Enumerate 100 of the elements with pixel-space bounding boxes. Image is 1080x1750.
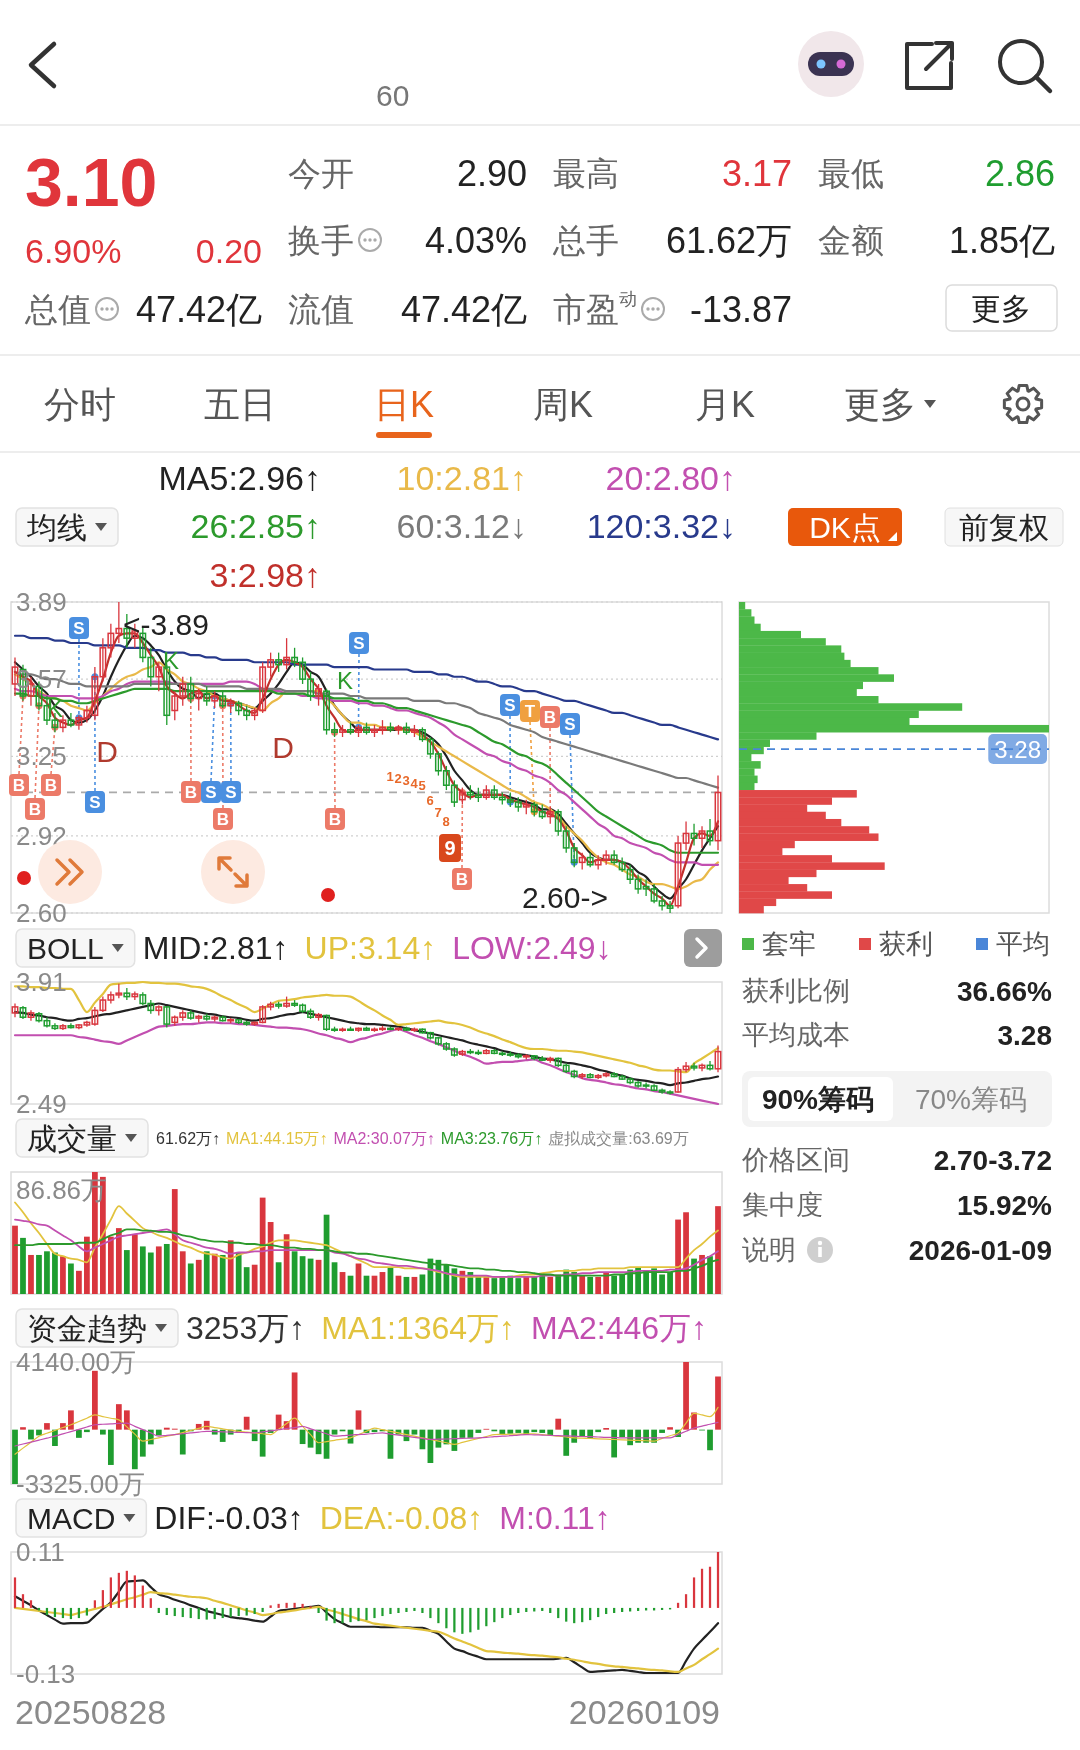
text: 3.17 — [721, 152, 792, 194]
text: 平均成本 — [742, 1020, 850, 1050]
text: 70%筹码 — [914, 1083, 1028, 1115]
annotation: B — [328, 809, 342, 829]
text: 月K — [694, 383, 756, 425]
text: 47.42亿 — [400, 288, 527, 330]
annotation: T — [524, 701, 536, 721]
text: LOW:2.49↓ — [452, 930, 612, 966]
annotation: D — [272, 730, 294, 764]
annotation: K — [336, 666, 354, 694]
annotation: S — [504, 695, 516, 715]
text: 说明 — [742, 1235, 796, 1265]
text: 五日 — [204, 383, 276, 425]
text: 26:2.85↑ — [190, 507, 321, 545]
y-tick-label: 3.89 — [16, 587, 67, 617]
legend-title: BOLL — [27, 931, 104, 965]
text: 20250828 — [15, 1693, 167, 1731]
text: 总值 — [24, 290, 91, 328]
text: 平均 — [996, 929, 1050, 959]
text: 20260109 — [568, 1693, 720, 1731]
annotation: 8 — [442, 813, 450, 829]
y-tick-label: -3325.00万 — [16, 1469, 145, 1499]
text: 虚拟成交量:63.69万 — [548, 1129, 689, 1147]
y-tick-label: 3.25 — [16, 741, 67, 772]
text: 2.70-3.72 — [933, 1144, 1052, 1176]
annotation: 4 — [410, 775, 419, 791]
text: 90%筹码 — [761, 1083, 875, 1115]
text: -13.87 — [689, 288, 792, 330]
text: 47.42亿 — [135, 288, 262, 330]
text: 120:3.32↓ — [586, 507, 736, 545]
text: 换手 — [288, 221, 354, 259]
text: MA5:2.96↑ — [158, 459, 321, 497]
annotation: 5 — [418, 777, 426, 793]
annotation: S — [205, 782, 217, 802]
annotation: S — [89, 792, 101, 812]
text: 价格区间 — [741, 1145, 850, 1175]
text: 市盈$^{动}$ — [553, 289, 637, 328]
annotation: 7 — [434, 804, 442, 820]
annotation: 3 — [402, 772, 410, 788]
text: 6.90% — [25, 232, 122, 270]
text: 1.85亿 — [948, 219, 1055, 261]
annotation: 6 — [426, 792, 434, 808]
text: 15.92% — [957, 1189, 1053, 1221]
annotation: 2 — [394, 770, 402, 786]
text: 周K — [532, 383, 594, 425]
text: 2.86 — [984, 152, 1055, 194]
text: DK点 — [809, 510, 881, 544]
y-tick-label: -0.13 — [16, 1659, 76, 1689]
annotation: 2.60-> — [522, 880, 608, 914]
text: MA2:446万↑ — [531, 1310, 708, 1346]
text: 总手 — [552, 221, 619, 259]
y-tick-label: 2.49 — [16, 1089, 67, 1119]
text: 流值 — [288, 290, 354, 328]
text: 36.66% — [957, 975, 1053, 1007]
text: 4.03% — [424, 219, 527, 261]
annotation: B — [12, 775, 26, 795]
series-label: DIF:-0.03↑ — [154, 1500, 304, 1536]
text: 集中度 — [742, 1190, 823, 1220]
text: 最低 — [818, 154, 884, 192]
text: MA2:30.07万↑ — [333, 1129, 435, 1147]
annotation: 9 — [444, 837, 456, 859]
legend-title: 成交量 — [27, 1121, 117, 1155]
y-tick-label: 4140.00万 — [16, 1347, 136, 1377]
text: 20:2.80↑ — [605, 459, 736, 497]
ref-line-label: 3.28 — [994, 735, 1041, 763]
legend-title: 资金趋势 — [27, 1311, 147, 1345]
annotation: S — [225, 782, 237, 802]
text: 前复权 — [959, 510, 1049, 544]
legend-label: 获利 — [879, 929, 933, 959]
annotation: K — [162, 646, 180, 674]
text: M:0.11↑ — [499, 1500, 611, 1536]
text: 3253万↑ — [186, 1310, 306, 1346]
text: 日K — [373, 383, 435, 425]
text: 3.28 — [997, 1019, 1052, 1051]
text: DEA:-0.08↑ — [319, 1500, 484, 1536]
annotation: S — [353, 633, 365, 653]
text: 最高 — [553, 154, 619, 192]
y-tick-label: 0.11 — [16, 1537, 65, 1567]
series-label: UP:3.14↑ — [304, 930, 437, 966]
text: 61.62万 — [665, 219, 792, 261]
text: 0.20 — [195, 232, 262, 270]
annotation: B — [44, 775, 58, 795]
annotation: S — [564, 714, 576, 734]
legend-label: 套牢 — [762, 929, 816, 959]
text: 分时 — [44, 383, 116, 425]
annotation: B — [28, 799, 42, 819]
text: 2026-01-09 — [908, 1234, 1052, 1266]
annotation: S — [73, 618, 85, 638]
annotation: B — [543, 707, 557, 727]
text: 3:2.98↑ — [209, 556, 321, 594]
text: 61.62万↑ — [156, 1129, 221, 1147]
text: 更多 — [971, 291, 1031, 325]
text: MA1:44.15万↑ — [226, 1129, 328, 1147]
text: 2.90 — [456, 152, 527, 194]
annotation: B — [455, 869, 469, 889]
y-tick-label: 2.60 — [16, 898, 67, 928]
text: 金额 — [818, 221, 884, 259]
annotation: B — [216, 809, 230, 829]
legend-title: 均线 — [26, 510, 87, 544]
text: 3.10 — [25, 144, 158, 220]
